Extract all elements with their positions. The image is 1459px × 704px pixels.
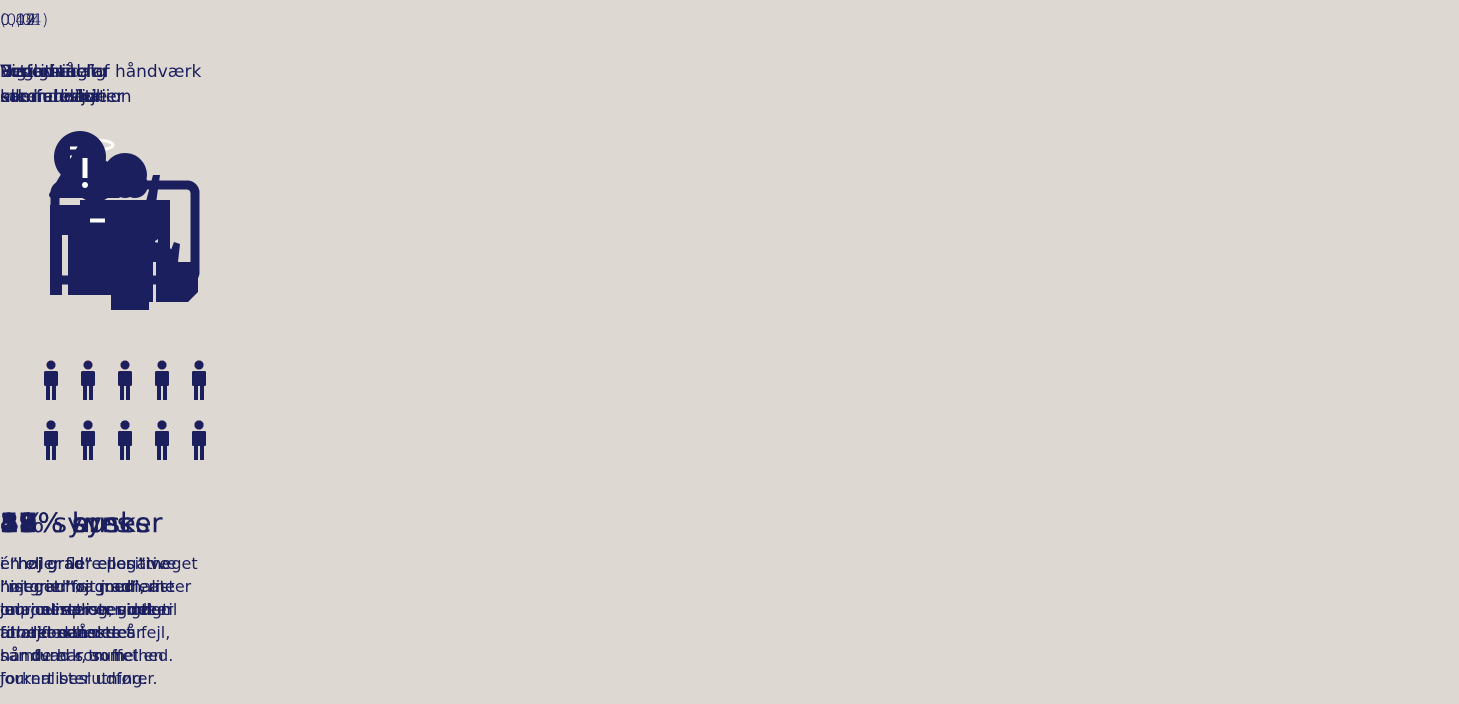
headline: 52% husker [0, 508, 1459, 539]
figure-leg [200, 385, 204, 400]
headline-value: 38 [0, 508, 38, 539]
person-figure [81, 360, 95, 400]
headline-value: 17 [0, 508, 38, 539]
headline-value: 49 [0, 508, 38, 539]
figure-leg [157, 385, 161, 400]
figure-leg [120, 385, 124, 400]
headline: 4% synes [0, 508, 1459, 539]
column-title: Evnen til at erkende fejl [0, 62, 101, 107]
headline-text: % husker [37, 508, 163, 539]
figure-head [46, 420, 56, 430]
figure-body [44, 431, 58, 446]
figure-leg [200, 445, 204, 460]
figure-leg [83, 445, 87, 460]
icon-area [44, 137, 206, 460]
figure-head [194, 420, 204, 430]
coefficient: 0,09 [0, 10, 36, 29]
figure-body [192, 371, 206, 386]
person-figure [118, 360, 132, 400]
headline: 17% er [0, 508, 1459, 539]
figure-head [157, 360, 167, 370]
description: i ”høj grad” eller ”meget høj grad”, at … [0, 554, 174, 665]
figure-body [81, 431, 95, 446]
figure-leg [52, 385, 56, 400]
person-figure [192, 360, 206, 400]
icon-warning-mark [82, 158, 88, 178]
column-title: Negative mediehistorier [0, 62, 124, 107]
figure-head [194, 360, 204, 370]
headline: 25% husker [0, 508, 1459, 539]
headline-text: % synes [18, 508, 131, 539]
figure-leg [163, 445, 167, 460]
description: i ”høj grad” eller ”meget høj grad” at j… [0, 554, 198, 642]
description: én eller flere positive historier fra me… [0, 554, 175, 642]
column-title: Beundring af håndværk eller arbejde [0, 62, 202, 107]
figure-head [120, 360, 130, 370]
person-figure [44, 420, 58, 460]
figure-head [83, 420, 93, 430]
figure-leg [89, 385, 93, 400]
icon-head [122, 172, 148, 198]
figure-leg [157, 445, 161, 460]
figure-leg [89, 445, 93, 460]
icon-sign [90, 218, 106, 223]
figure-body [118, 371, 132, 386]
headline-value: 52 [0, 508, 38, 539]
icon-thumb [143, 242, 198, 302]
icon [49, 137, 160, 310]
headline-value: 4 [0, 508, 19, 539]
person-figure [44, 360, 58, 400]
icon-warning-dot [82, 182, 88, 188]
headline: 38% synes [0, 508, 1459, 539]
coefficient: 0,42 [0, 10, 36, 29]
description: i ”høj grad” eller ”meget høj grad” impo… [0, 554, 158, 688]
description: én eller flere negative historier fra me… [0, 554, 177, 642]
headline-text: % synes [37, 508, 150, 539]
figure-leg [52, 445, 56, 460]
figure-leg [194, 385, 198, 400]
headline: 49% synes [0, 508, 1459, 539]
figure-head [83, 360, 93, 370]
coefficient: 0,17 [0, 10, 36, 29]
figure-head [120, 420, 130, 430]
headline-value: 25 [0, 508, 38, 539]
figure-body [44, 371, 58, 386]
description: i ”høj grad” eller ”meget høj grad”, at … [0, 554, 178, 688]
figure-leg [46, 445, 50, 460]
person-figure [192, 420, 206, 460]
figure-head [46, 360, 56, 370]
column-title: Positive mediehistorier [0, 62, 124, 107]
figure-leg [83, 385, 87, 400]
coefficient: (0,01) [0, 10, 49, 29]
figure-body [155, 431, 169, 446]
figure-body [192, 431, 206, 446]
figure-head [157, 420, 167, 430]
person-figure [155, 360, 169, 400]
column-title: Letforståelig kommunikation [0, 62, 132, 107]
figure-leg [126, 385, 130, 400]
person-figure [118, 420, 132, 460]
person-figure [81, 420, 95, 460]
figure-leg [46, 385, 50, 400]
coefficient: 0,14 [0, 10, 36, 29]
figure-body [118, 431, 132, 446]
figure-leg [194, 445, 198, 460]
column-title: Vigtighed for samfundet [0, 62, 110, 107]
headline-text: % synes [37, 508, 150, 539]
icon-body [115, 175, 160, 310]
figure-body [155, 371, 169, 386]
figure-leg [120, 445, 124, 460]
headline-text: % er [37, 508, 100, 539]
figure-leg [126, 445, 130, 460]
person-figure [155, 420, 169, 460]
headline-text: % husker [37, 508, 163, 539]
figure-leg [163, 385, 167, 400]
figure-body [81, 371, 95, 386]
coefficient: (0,04) [0, 10, 49, 29]
